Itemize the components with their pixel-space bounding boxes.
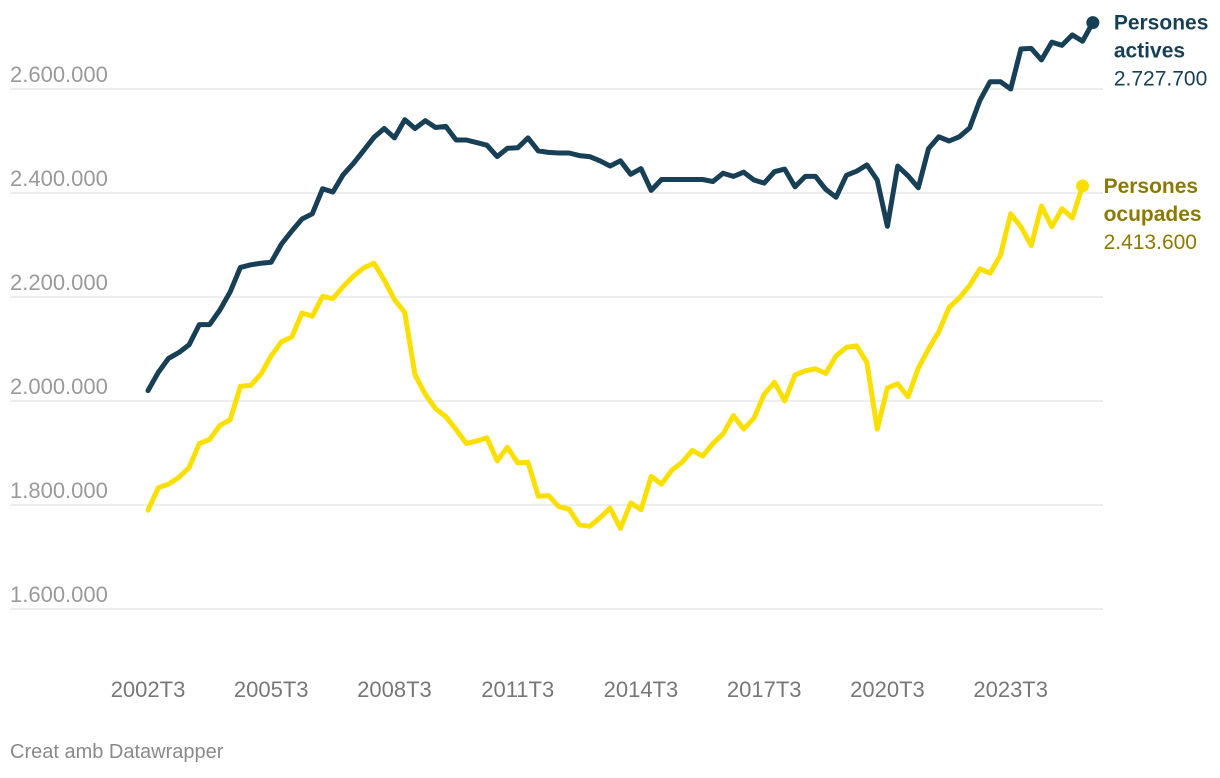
series-label-line: actives (1114, 40, 1185, 63)
series-label-line: ocupades (1104, 203, 1202, 226)
y-axis-ticks: 1.600.000 1.800.000 2.000.000 2.200.000 2.40… (10, 62, 108, 607)
y-tick-label: 2.200.000 (10, 270, 108, 295)
series-end-dot (1076, 179, 1090, 193)
y-tick-label: 1.600.000 (10, 582, 108, 607)
x-tick-label: 2005T3 (234, 677, 309, 702)
series-end-value: 2.413.600 (1104, 231, 1197, 254)
series-label-line: Persones (1114, 12, 1209, 35)
y-tick-label: 1.800.000 (10, 478, 108, 503)
x-axis-ticks: 2002T3 2005T3 2008T3 2011T3 2014T3 2017T3 2020… (111, 677, 1048, 702)
x-tick-label: 2002T3 (111, 677, 186, 702)
x-tick-label: 2008T3 (357, 677, 432, 702)
series-label-line: Persones (1104, 175, 1199, 198)
series-line (145, 20, 1096, 394)
series-lines (145, 16, 1100, 531)
y-tick-label: 2.600.000 (10, 62, 108, 87)
line-chart: 1.600.000 1.800.000 2.000.000 2.200.000 2.40… (10, 12, 1209, 702)
gridlines (10, 88, 1103, 610)
x-tick-label: 2017T3 (727, 677, 802, 702)
x-tick-label: 2011T3 (481, 677, 554, 702)
y-tick-label: 2.000.000 (10, 374, 108, 399)
x-tick-label: 2023T3 (973, 677, 1048, 702)
series-end-labels: Persones actives 2.727.700 Persones ocupades… (1104, 12, 1209, 254)
x-tick-label: 2014T3 (604, 677, 679, 702)
y-tick-label: 2.400.000 (10, 166, 108, 191)
series-line (145, 183, 1086, 531)
credit-text: Creat amb Datawrapper (10, 741, 224, 763)
series-end-value: 2.727.700 (1114, 68, 1207, 91)
x-tick-label: 2020T3 (850, 677, 925, 702)
series-end-dot (1086, 16, 1100, 30)
